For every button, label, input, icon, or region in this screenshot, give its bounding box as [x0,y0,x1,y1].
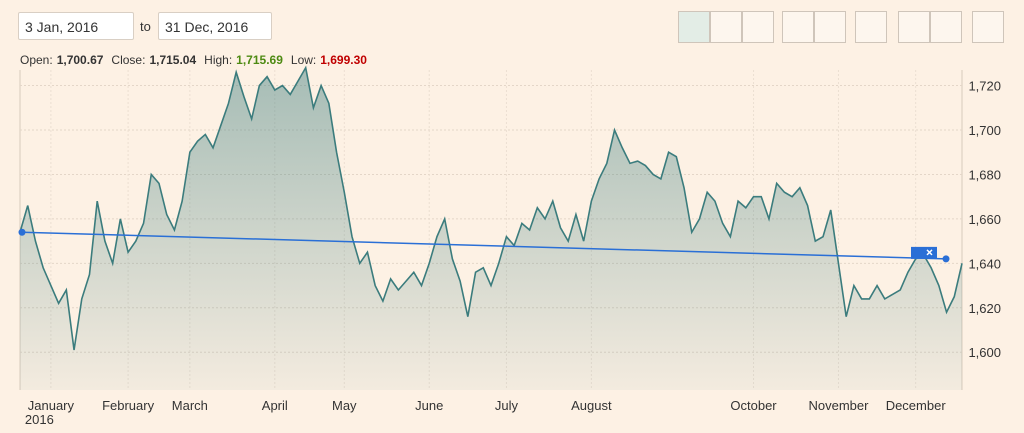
draw-button[interactable] [782,11,814,43]
x-tick-label: April [262,398,288,413]
ohlc-row: Open: 1,700.67 Close: 1,715.04 High: 1,715.69… [20,53,375,67]
x-tick-label: March [172,398,208,413]
price-line [19,65,963,351]
x-tick-label: January [28,398,75,413]
trendline-close [926,249,933,256]
ohlc-label: Close: [111,53,146,67]
area-fill [20,67,962,391]
share-button[interactable] [855,11,887,43]
ohlc-label: Open: [20,53,53,67]
date-from[interactable]: 3 Jan, 2016 [18,12,134,40]
x-tick-label: May [332,398,357,413]
x-tick-label: November [808,398,869,413]
ohlc-value: 1,715.69 [236,53,283,67]
y-tick-label: 1,600 [968,345,1001,360]
y-tick-label: 1,620 [968,301,1001,316]
favourite-button[interactable] [898,11,930,43]
year-label: 2016 [25,412,54,427]
trendline-handle [18,228,26,236]
ohlc-label: High: [204,53,233,67]
ohlc-value: 1,715.04 [149,53,197,67]
y-tick-label: 1,660 [968,212,1001,227]
x-tick-label: June [415,398,443,413]
date-to[interactable]: 31 Dec, 2016 [158,12,272,40]
x-tick-label: July [495,398,519,413]
x-tick-label: August [571,398,612,413]
ohlc-value: 1,700.67 [56,53,104,67]
x-tick-label: February [102,398,155,413]
indicator-button[interactable] [742,11,774,43]
trendline-handle [942,255,950,263]
to-label: to [140,19,151,34]
comment-button[interactable] [814,11,846,43]
trendline [21,231,947,260]
line-button[interactable] [710,11,742,43]
x-tick-label: October [730,398,777,413]
y-tick-label: 1,720 [968,79,1001,94]
trendline-tag [911,246,937,259]
time-button[interactable] [678,11,710,43]
ohlc-value: 1,699.30 [320,53,367,67]
y-tick-label: 1,680 [968,167,1001,182]
ohlc-label: Low: [290,53,317,67]
collapse-button[interactable] [972,11,1004,43]
y-tick-label: 1,640 [968,256,1001,271]
edit-button[interactable] [930,11,962,43]
x-tick-label: December [886,398,947,413]
y-tick-label: 1,700 [968,123,1001,138]
